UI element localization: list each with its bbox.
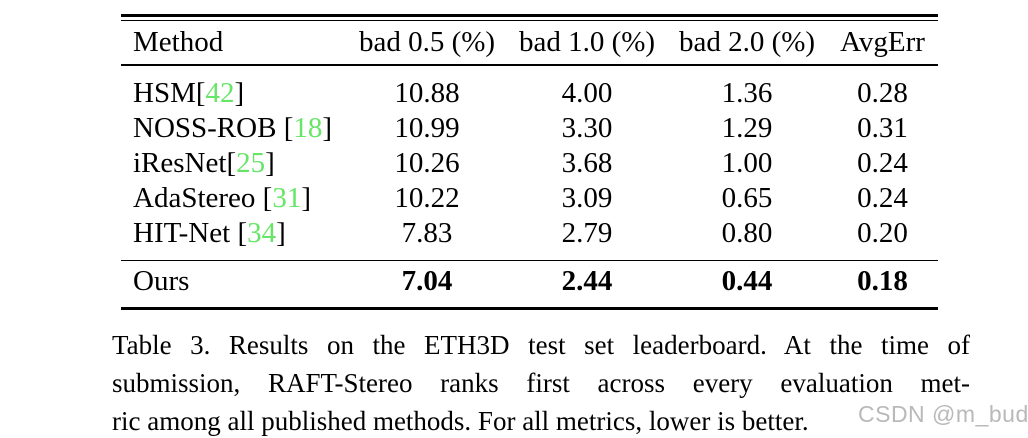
citation-number: 31 <box>272 182 302 214</box>
table-row-ours: Ours 7.04 2.44 0.44 0.18 <box>121 262 938 300</box>
avgerr-value: 0.24 <box>857 182 908 214</box>
table-row-adastereo: AdaStereo [31] 10.22 3.09 0.65 0.24 <box>121 181 938 216</box>
citation-bracket-open: [ <box>195 77 206 109</box>
citation-bracket-open: [ <box>226 147 237 179</box>
method-cell: Ours <box>121 264 347 297</box>
method-cell: AdaStereo [31] <box>121 184 347 213</box>
bad20-value-bold: 0.44 <box>721 264 773 297</box>
citation-bracket-close: ] <box>265 147 275 179</box>
table-header-row: Method bad 0.5 (%) bad 1.0 (%) bad 2.0 (… <box>121 21 938 64</box>
column-header-method: Method <box>133 26 224 58</box>
method-cell: NOSS-ROB [18] <box>121 114 347 143</box>
bad05-value-bold: 7.04 <box>401 264 453 297</box>
bad05-value: 10.26 <box>394 147 460 179</box>
column-header-bad-0-5: bad 0.5 (%) <box>358 26 496 58</box>
citation-bracket-open: [ <box>237 217 248 249</box>
caption-line-1: Table 3. Results on the ETH3D test set l… <box>112 330 970 360</box>
method-name: NOSS-ROB <box>133 112 284 144</box>
column-header-avgerr: AvgErr <box>840 26 925 58</box>
bad20-value: 0.65 <box>721 182 773 214</box>
citation-number: 25 <box>236 147 266 179</box>
bad20-value: 1.00 <box>721 147 773 179</box>
citation-bracket-close: ] <box>276 217 286 249</box>
citation-bracket-close: ] <box>234 77 245 109</box>
citation-number: 42 <box>205 77 235 109</box>
table-header-rule <box>121 64 938 66</box>
caption-line-2: submission, RAFT-Stereo ranks first acro… <box>112 368 970 398</box>
csdn-watermark: CSDN @m_buddy <box>858 401 1028 427</box>
column-header-bad-2-0: bad 2.0 (%) <box>678 26 816 58</box>
avgerr-value: 0.31 <box>857 112 908 144</box>
method-cell: iResNet[25] <box>121 149 347 178</box>
table-caption: Table 3. Results on the ETH3D test set l… <box>112 326 970 438</box>
table-top-rule-thin <box>121 19 938 21</box>
bad05-value: 7.83 <box>401 217 453 249</box>
method-name: HSM <box>133 77 196 109</box>
bad10-value-bold: 2.44 <box>561 264 613 297</box>
bad10-value: 4.00 <box>561 77 613 109</box>
method-cell: HIT-Net [34] <box>121 219 347 248</box>
citation-bracket-close: ] <box>322 112 333 144</box>
method-cell: HSM[42] <box>121 79 347 108</box>
citation-bracket-open: [ <box>262 182 273 214</box>
method-name: HIT-Net <box>133 217 238 249</box>
table-row-noss-rob: NOSS-ROB [18] 10.99 3.30 1.29 0.31 <box>121 111 938 146</box>
avgerr-value: 0.28 <box>857 77 908 109</box>
bad20-value: 0.80 <box>721 217 773 249</box>
bad20-value: 1.29 <box>721 112 773 144</box>
bad10-value: 3.68 <box>561 147 613 179</box>
bad20-value: 1.36 <box>721 77 773 109</box>
bad05-value: 10.99 <box>394 112 460 144</box>
bad05-value: 10.88 <box>394 77 460 109</box>
citation-bracket-close: ] <box>301 182 311 214</box>
avgerr-value-bold: 0.18 <box>857 264 908 297</box>
table-midrule <box>121 259 938 262</box>
bad10-value: 3.09 <box>561 182 613 214</box>
table-row-iresnet: iResNet[25] 10.26 3.68 1.00 0.24 <box>121 146 938 181</box>
method-name: Ours <box>133 264 190 297</box>
citation-number: 18 <box>293 112 323 144</box>
avgerr-value: 0.20 <box>857 217 908 249</box>
method-name: AdaStereo <box>133 182 263 214</box>
caption-line-3: ric among all published methods. For all… <box>112 406 809 436</box>
bad10-value: 2.79 <box>561 217 613 249</box>
citation-number: 34 <box>247 217 277 249</box>
table-row-hsm: HSM[42] 10.88 4.00 1.36 0.28 <box>121 76 938 111</box>
column-header-bad-1-0: bad 1.0 (%) <box>518 26 656 58</box>
bad10-value: 3.30 <box>561 112 613 144</box>
bad05-value: 10.22 <box>394 182 460 214</box>
table-top-rule-thick <box>121 14 938 17</box>
avgerr-value: 0.24 <box>857 147 908 179</box>
table-row-hit-net: HIT-Net [34] 7.83 2.79 0.80 0.20 <box>121 216 938 251</box>
table-bottom-rule <box>121 307 938 310</box>
method-name: iResNet <box>133 147 227 179</box>
citation-bracket-open: [ <box>283 112 294 144</box>
